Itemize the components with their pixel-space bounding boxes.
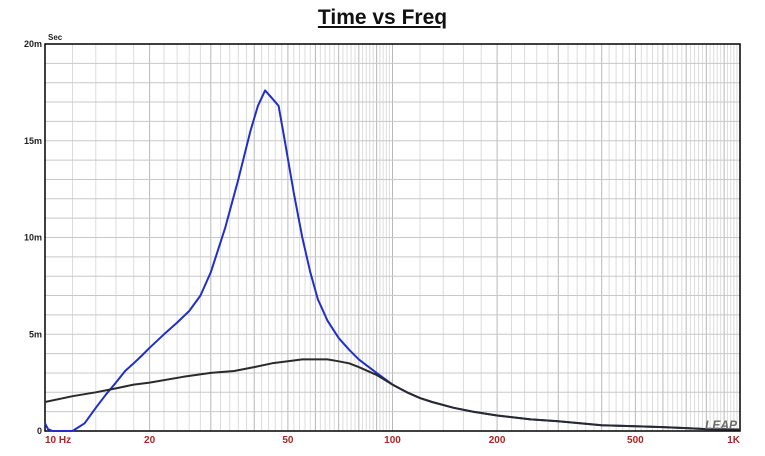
y-tick-label: 15m — [24, 136, 42, 146]
x-tick-label: 20 — [144, 435, 156, 446]
plot-frame — [44, 43, 741, 432]
x-tick-label: 100 — [384, 435, 401, 446]
chart-title: Time vs Freq — [317, 6, 448, 29]
y-tick-label: 5m — [29, 329, 42, 339]
x-tick-label: 1K — [727, 435, 741, 446]
x-tick-label: 200 — [489, 435, 506, 446]
y-axis-label: Sec — [48, 33, 63, 42]
x-tick-label: 50 — [282, 435, 294, 446]
y-tick-label: 0 — [37, 426, 42, 436]
leap-watermark: LEAP — [705, 418, 738, 432]
x-tick-label: 500 — [627, 435, 644, 446]
y-tick-label: 20m — [24, 39, 42, 49]
series-line-black — [44, 358, 741, 431]
x-tick-label: 10 Hz — [45, 435, 71, 446]
y-tick-label: 10m — [24, 233, 42, 243]
